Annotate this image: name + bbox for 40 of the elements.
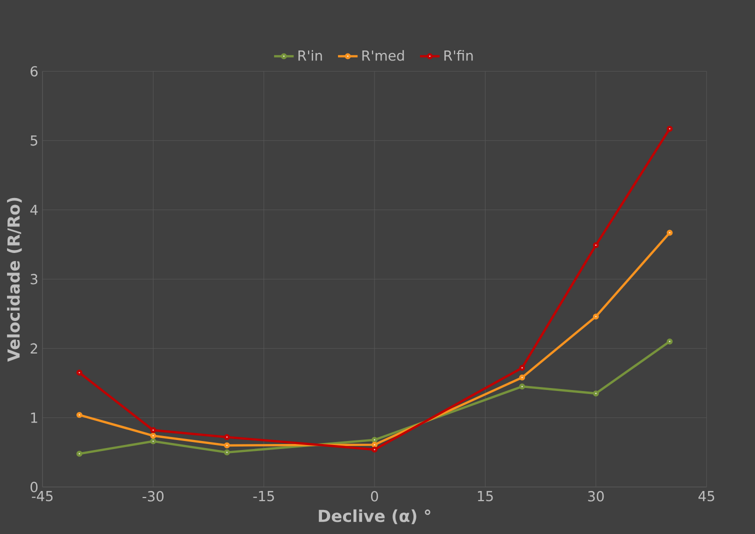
point	[150, 432, 156, 439]
x-tick-label: -15	[253, 490, 274, 502]
x-tick-label: -45	[32, 490, 53, 502]
x-tick-label: 0	[371, 490, 378, 502]
point	[76, 450, 82, 457]
point	[666, 230, 673, 236]
x-tick-label: 45	[698, 490, 714, 502]
point	[372, 442, 378, 448]
y-tick-label: 6	[30, 66, 38, 76]
x-axis-title: Declive (α) °	[318, 509, 430, 524]
y-tick-label: 3	[30, 274, 38, 284]
x-tick-label: 15	[478, 490, 493, 502]
y-axis-title: Velocidade (R/Ro)	[7, 198, 22, 362]
y-tick-label: 5	[30, 135, 38, 146]
y-tick-label: 1	[31, 412, 38, 423]
point	[224, 434, 230, 440]
point	[519, 383, 526, 390]
point	[224, 442, 230, 448]
point	[76, 369, 82, 376]
y-tick-label: 2	[30, 343, 38, 354]
y-tick-label: 0	[30, 482, 38, 492]
point	[592, 242, 599, 248]
point	[76, 412, 82, 418]
point	[519, 374, 526, 380]
legend-label: R'fin	[444, 50, 473, 60]
point	[666, 338, 673, 344]
point	[150, 438, 156, 444]
point	[372, 446, 378, 452]
point	[372, 436, 378, 443]
point	[150, 427, 156, 433]
point	[224, 449, 230, 456]
y-tick-label: 4	[30, 204, 38, 215]
point	[519, 364, 526, 371]
point	[592, 390, 599, 396]
x-tick-label: 30	[588, 490, 604, 502]
point	[592, 313, 599, 320]
point	[666, 126, 673, 132]
legend-label: R'med	[362, 50, 404, 61]
x-tick-label: -30	[142, 490, 164, 502]
legend-label: R'in	[298, 50, 322, 60]
